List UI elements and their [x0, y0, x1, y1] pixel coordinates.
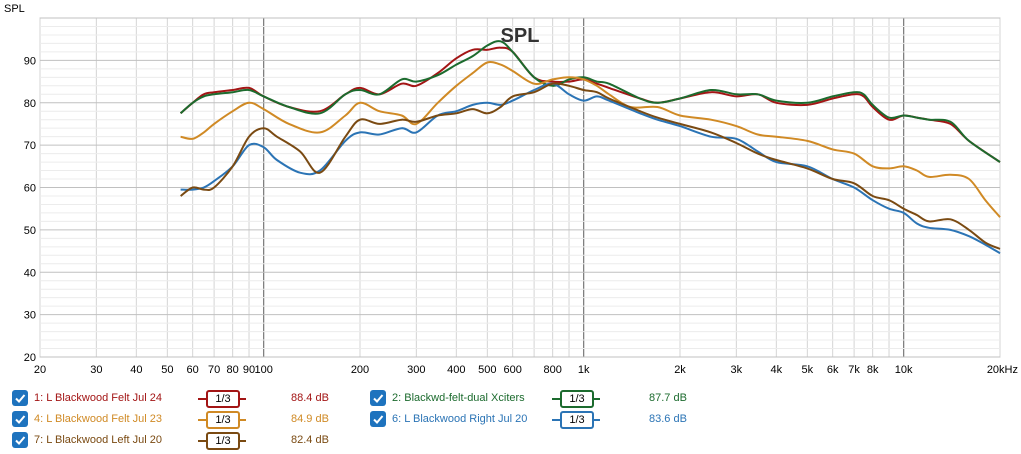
- x-tick-label: 6k: [827, 364, 839, 376]
- y-tick-label: 20: [24, 352, 36, 364]
- x-tick-label: 20: [34, 364, 46, 376]
- legend-checkbox[interactable]: [370, 411, 386, 427]
- legend-checkbox[interactable]: [370, 390, 386, 406]
- smoothing-label: 1/3: [560, 390, 594, 408]
- x-tick-label: 80: [227, 364, 239, 376]
- legend-series-name: 6: L Blackwood Right Jul 20: [392, 413, 528, 425]
- series-line-2: [179, 40, 1001, 163]
- legend-series-name: 7: L Blackwood Left Jul 20: [34, 434, 163, 446]
- y-tick-label: 70: [24, 140, 36, 152]
- legend-level: 88.4 dB: [291, 392, 329, 404]
- legend-item: 4: L Blackwood Felt Jul 23: [12, 409, 162, 429]
- y-tick-label: 90: [24, 55, 36, 67]
- x-tick-label: 2k: [674, 364, 686, 376]
- x-tick-label: 1k: [578, 364, 590, 376]
- x-tick-label: 8k: [867, 364, 879, 376]
- x-tick-label: 10k: [895, 364, 913, 376]
- y-tick-label: 30: [24, 310, 36, 322]
- x-tick-label: 50: [161, 364, 173, 376]
- smoothing-label: 1/3: [560, 411, 594, 429]
- y-tick-label: 60: [24, 183, 36, 195]
- x-tick-label: 90: [243, 364, 255, 376]
- legend-smoothing-control[interactable]: 1/3: [198, 390, 246, 408]
- x-tick-label: 600: [503, 364, 521, 376]
- legend-item: 1: L Blackwood Felt Jul 24: [12, 388, 162, 408]
- legend-smoothing-control[interactable]: 1/3: [552, 411, 600, 429]
- legend-level: 84.9 dB: [291, 413, 329, 425]
- legend-item: 2: Blackwd-felt-dual Xciters: [370, 388, 525, 408]
- series-line-4: [180, 82, 1001, 255]
- chart-title: SPL: [501, 25, 540, 47]
- legend-level: 83.6 dB: [649, 413, 687, 425]
- check-icon: [373, 394, 384, 403]
- x-tick-label: 400: [447, 364, 465, 376]
- legend-level: 82.4 dB: [291, 434, 329, 446]
- legend-smoothing-control[interactable]: 1/3: [198, 432, 246, 450]
- x-tick-label: 40: [130, 364, 142, 376]
- spl-chart: 20 30 40 50 60 70 80 90 100 200 300 400 500 600 800 1k 2…: [4, 3, 1018, 376]
- series-line-3: [180, 61, 1001, 218]
- chart-grid: [39, 17, 1001, 358]
- legend-checkbox[interactable]: [12, 390, 28, 406]
- chart-tick-labels: 20 30 40 50 60 70 80 90 100 200 300 400 500 600 800 1k 2…: [24, 55, 1018, 376]
- y-axis-label: SPL: [4, 3, 25, 15]
- x-tick-label: 70: [208, 364, 220, 376]
- legend-checkbox[interactable]: [12, 411, 28, 427]
- smoothing-label: 1/3: [206, 432, 240, 450]
- x-tick-label: 20kHz: [987, 364, 1018, 376]
- smoothing-label: 1/3: [206, 390, 240, 408]
- check-icon: [15, 415, 26, 424]
- x-tick-label: 3k: [731, 364, 743, 376]
- x-tick-label: 800: [543, 364, 561, 376]
- check-icon: [373, 415, 384, 424]
- check-icon: [15, 394, 26, 403]
- check-icon: [15, 436, 26, 445]
- smoothing-label: 1/3: [206, 411, 240, 429]
- legend-level: 87.7 dB: [649, 392, 687, 404]
- x-tick-label: 7k: [848, 364, 860, 376]
- x-tick-label: 500: [478, 364, 496, 376]
- y-tick-label: 80: [24, 98, 36, 110]
- legend-checkbox[interactable]: [12, 432, 28, 448]
- legend: 1: L Blackwood Felt Jul 24 1/3 88.4 dB 4: L…: [0, 388, 1021, 454]
- y-tick-label: 40: [24, 267, 36, 279]
- legend-series-name: 4: L Blackwood Felt Jul 23: [34, 413, 162, 425]
- x-tick-label: 200: [351, 364, 369, 376]
- x-tick-label: 4k: [771, 364, 783, 376]
- legend-smoothing-control[interactable]: 1/3: [198, 411, 246, 429]
- chart-series: [179, 40, 1001, 255]
- legend-series-name: 2: Blackwd-felt-dual Xciters: [392, 392, 525, 404]
- x-tick-label: 100: [254, 364, 272, 376]
- x-tick-label: 300: [407, 364, 425, 376]
- x-tick-label: 60: [187, 364, 199, 376]
- legend-series-name: 1: L Blackwood Felt Jul 24: [34, 392, 162, 404]
- legend-item: 6: L Blackwood Right Jul 20: [370, 409, 527, 429]
- series-line-5: [179, 82, 1001, 250]
- legend-smoothing-control[interactable]: 1/3: [552, 390, 600, 408]
- legend-item: 7: L Blackwood Left Jul 20: [12, 430, 162, 450]
- x-tick-label: 30: [90, 364, 102, 376]
- y-tick-label: 50: [24, 225, 36, 237]
- x-tick-label: 5k: [802, 364, 814, 376]
